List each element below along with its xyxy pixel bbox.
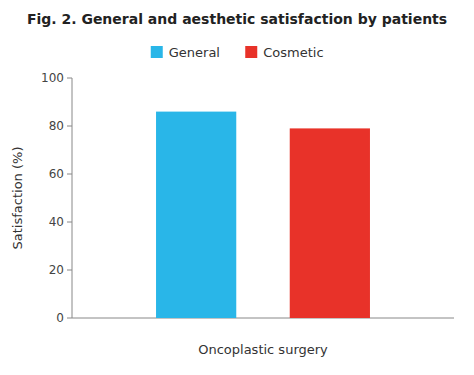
- bar: [156, 112, 236, 318]
- x-axis-label: Oncoplastic surgery: [198, 342, 328, 357]
- y-axis: 0 20 40 60 80 100: [41, 71, 454, 325]
- y-tick-label: 80: [49, 119, 64, 133]
- y-tick: [67, 174, 72, 175]
- y-tick: [67, 270, 72, 271]
- bars: [156, 112, 370, 318]
- y-tick-label: 60: [49, 167, 64, 181]
- chart-container: Fig. 2. General and aesthetic satisfacti…: [0, 0, 474, 375]
- legend-swatch: [245, 46, 257, 58]
- y-tick: [67, 126, 72, 127]
- y-tick: [67, 222, 72, 223]
- y-tick: [67, 78, 72, 79]
- legend-swatch: [151, 46, 163, 58]
- bar: [290, 128, 370, 318]
- y-tick-label: 40: [49, 215, 64, 229]
- legend-label: General: [169, 45, 220, 60]
- legend-label: Cosmetic: [263, 45, 323, 60]
- background: [0, 0, 474, 375]
- x-axis-line: [72, 318, 454, 319]
- legend: General Cosmetic: [151, 45, 324, 60]
- y-tick: [67, 318, 72, 319]
- title: Fig. 2. General and aesthetic satisfacti…: [27, 11, 447, 27]
- y-tick-label: 100: [41, 71, 64, 85]
- chart-svg: Fig. 2. General and aesthetic satisfacti…: [0, 0, 474, 375]
- y-axis-line: [72, 78, 73, 318]
- y-tick-label: 0: [56, 311, 64, 325]
- y-tick-label: 20: [49, 263, 64, 277]
- y-axis-label: Satisfaction (%): [10, 147, 25, 250]
